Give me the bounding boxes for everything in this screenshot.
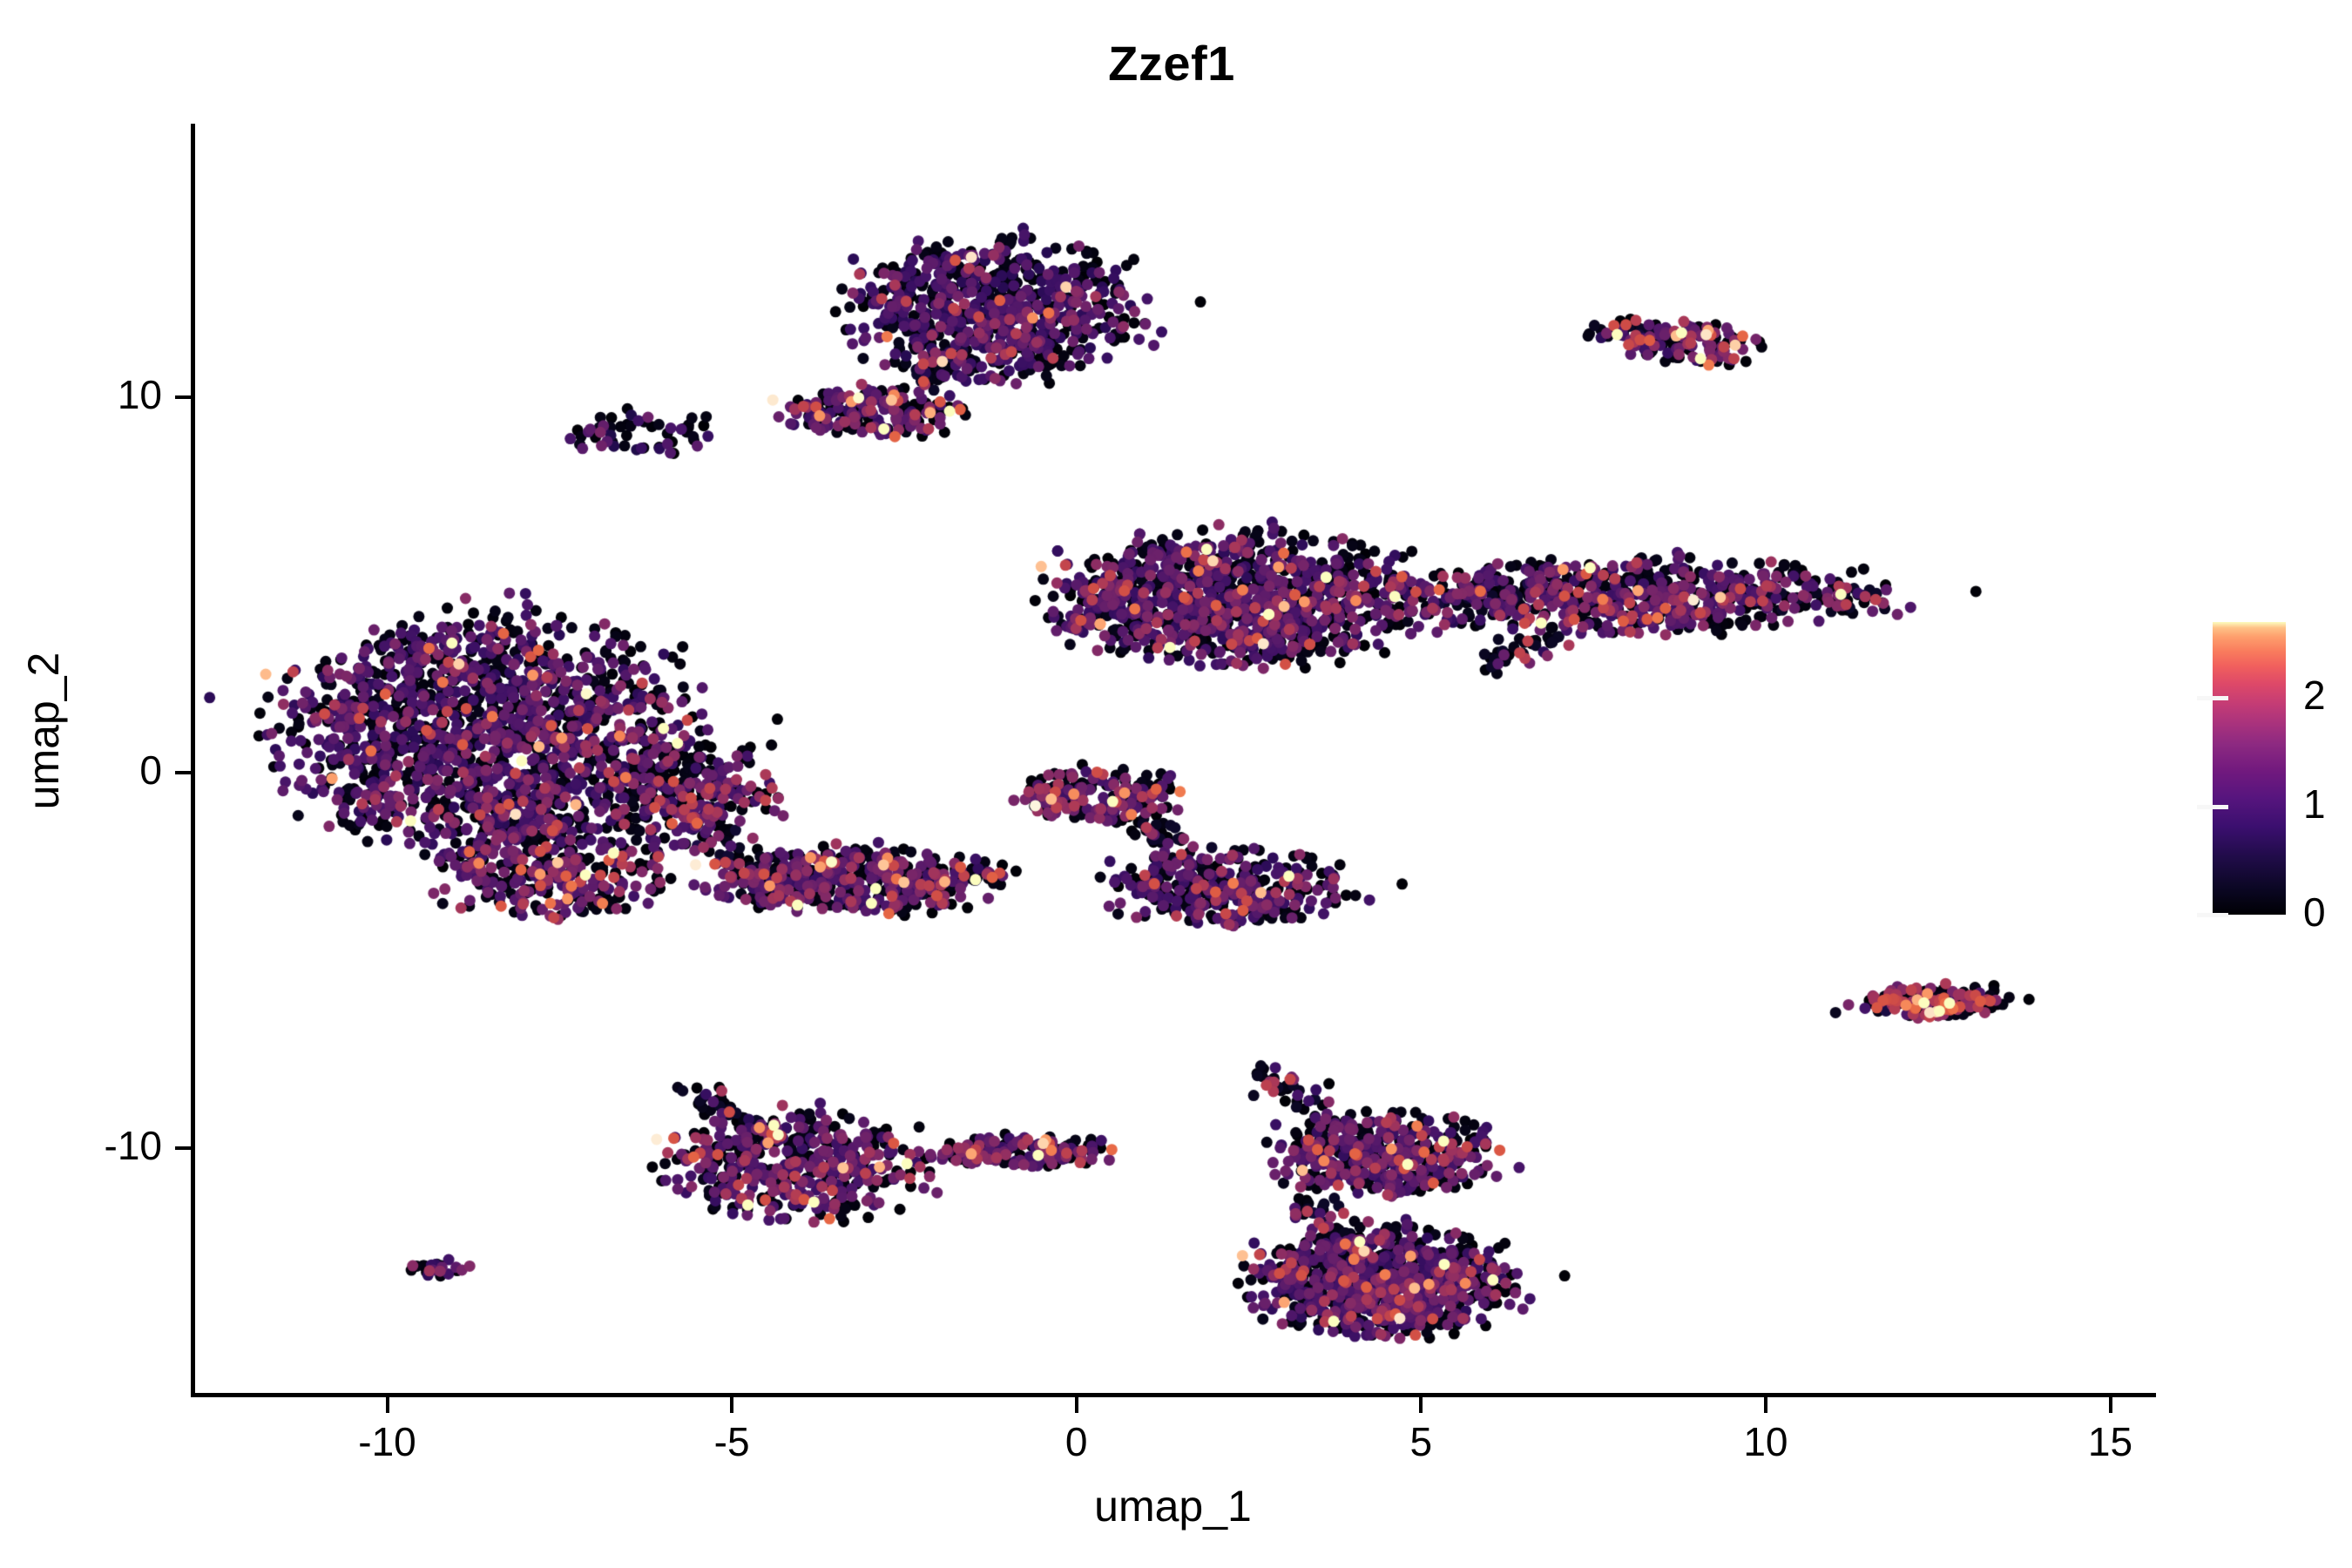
colorbar-tick-mark [2197,913,2213,917]
x-axis-label: umap_1 [1094,1482,1252,1531]
x-tick-mark [2108,1397,2112,1413]
page-title: Zzef1 [1108,36,1235,91]
plot-panel [194,124,2152,1396]
y-axis-line [191,124,195,1397]
x-tick-mark [730,1397,734,1413]
y-tick-label: 10 [117,372,162,418]
y-tick-label: 0 [139,747,162,794]
y-tick-mark [175,771,191,775]
x-tick-mark [1074,1397,1078,1413]
colorbar-tick-label: 2 [2303,672,2326,719]
x-tick-label: 0 [1064,1419,1088,1464]
x-axis-line [191,1393,2156,1397]
colorbar-tick-mark [2213,696,2228,701]
colorbar-tick-label: 1 [2303,781,2326,827]
scatter-canvas [194,124,2152,1396]
x-tick-label: 10 [1743,1419,1788,1464]
x-tick-mark [1419,1397,1423,1413]
x-tick-label: 5 [1409,1419,1433,1464]
colorbar-tick-mark [2197,804,2213,809]
colorbar-tick-mark [2197,696,2213,701]
y-axis-label: umap_2 [19,652,68,810]
x-tick-label: -5 [713,1419,750,1464]
y-tick-label: -10 [104,1122,162,1168]
colorbar-tick-mark [2213,913,2228,917]
y-tick-mark [175,1146,191,1150]
colorbar-gradient [2213,622,2286,915]
x-tick-label: 15 [2087,1419,2133,1464]
x-tick-mark [385,1397,389,1413]
y-tick-mark [175,395,191,400]
colorbar-tick-mark [2213,804,2228,809]
x-tick-label: -10 [358,1419,416,1464]
colorbar-tick-label: 0 [2303,889,2326,935]
x-tick-mark [1763,1397,1767,1413]
